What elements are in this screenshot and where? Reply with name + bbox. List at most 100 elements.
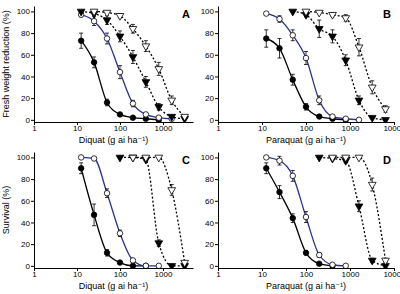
marker: [103, 10, 111, 17]
marker: [142, 44, 150, 51]
error-bar-cap: [264, 29, 268, 30]
y-tick-mark: [215, 222, 218, 223]
error-bar-cap: [278, 156, 282, 157]
error-bar-cap: [157, 103, 161, 104]
error-bar: [131, 100, 135, 107]
y-tick-label: 60: [21, 51, 30, 60]
marker: [264, 155, 270, 161]
x-tick-label: 10000: [383, 124, 400, 133]
y-tick-label: 0: [210, 262, 215, 271]
y-tick: 40: [205, 219, 218, 228]
series-line: [120, 157, 185, 265]
marker: [290, 77, 296, 83]
error-bar: [278, 186, 282, 199]
marker: [142, 80, 150, 87]
y-tick-label: 60: [21, 197, 30, 206]
y-tick-label: 100: [201, 153, 215, 162]
x-tick-label: 1: [32, 124, 37, 133]
marker: [168, 264, 176, 268]
y-tick: 60: [21, 197, 34, 206]
error-bar-cap: [344, 54, 348, 55]
error-bar-cap: [278, 165, 282, 166]
marker: [303, 214, 309, 220]
error-bar-cap: [105, 33, 109, 34]
marker: [104, 36, 110, 42]
marker: [104, 100, 110, 106]
error-bar: [92, 57, 96, 68]
series-line: [266, 39, 345, 120]
y-tick: 60: [21, 51, 34, 60]
marker: [129, 27, 137, 34]
error-bar: [79, 33, 83, 48]
marker: [142, 155, 150, 162]
marker: [116, 14, 124, 21]
error-bar-cap: [291, 29, 295, 30]
panel: 1101001000020406080100Diquat (g ai ha⁻¹)…: [1, 7, 194, 146]
y-tick-mark: [215, 266, 218, 267]
error-bar-cap: [304, 211, 308, 212]
y-axis-title: Fresh weight reduction (%): [1, 10, 11, 118]
error-bar-cap: [317, 95, 321, 96]
marker: [315, 27, 323, 34]
error-bar-cap: [304, 64, 308, 65]
marker: [168, 114, 176, 121]
marker: [316, 114, 322, 120]
y-tick-label: 80: [21, 175, 30, 184]
marker: [130, 101, 136, 107]
y-tick-mark: [215, 244, 218, 245]
y-tick-label: 100: [17, 153, 31, 162]
marker: [264, 36, 270, 42]
y-tick: 100: [201, 7, 218, 16]
marker: [117, 231, 123, 237]
y-tick: 0: [210, 116, 218, 125]
marker: [329, 12, 337, 19]
y-tick: 40: [21, 219, 34, 228]
y-tick: 80: [21, 29, 34, 38]
marker: [168, 188, 176, 195]
x-tick: 1: [216, 268, 221, 279]
y-tick: 20: [21, 94, 34, 103]
marker: [129, 155, 137, 162]
y-tick-mark: [215, 179, 218, 180]
error-bar-cap: [92, 56, 96, 57]
error-bar-cap: [170, 184, 174, 185]
error-bar-cap: [264, 47, 268, 48]
marker: [382, 107, 390, 114]
x-tick-label: 10000: [383, 270, 400, 279]
marker: [116, 34, 124, 41]
x-tick-label: 100: [114, 270, 128, 279]
marker: [343, 116, 349, 122]
marker: [117, 260, 123, 266]
marker: [342, 58, 350, 65]
x-tick-label: 1: [216, 270, 221, 279]
series-line: [133, 157, 185, 262]
x-tick: 10: [73, 268, 82, 279]
y-tick-label: 0: [26, 262, 31, 271]
x-axis: 110100100010000: [216, 268, 400, 279]
panel: 1101001000020406080100Diquat (g ai ha⁻¹)…: [1, 153, 194, 292]
y-tick-label: 60: [205, 197, 214, 206]
series-line: [332, 157, 385, 260]
panel-label: A: [182, 8, 190, 20]
error-bar-cap: [118, 65, 122, 66]
error-bar: [304, 251, 308, 255]
x-tick: 100: [300, 268, 314, 279]
series-line: [81, 15, 172, 119]
y-tick-mark: [31, 201, 34, 202]
marker: [143, 112, 149, 118]
panel-label: B: [383, 8, 391, 20]
marker: [277, 158, 283, 164]
marker: [316, 252, 322, 258]
marker: [302, 9, 310, 16]
x-tick: 10000: [383, 122, 400, 133]
error-bar: [278, 156, 282, 165]
marker: [290, 173, 296, 179]
error-bar-cap: [144, 76, 148, 77]
error-bar-cap: [118, 30, 122, 31]
series-line: [81, 41, 159, 120]
x-tick: 100: [114, 268, 128, 279]
marker: [368, 182, 376, 189]
y-tick: 100: [201, 153, 218, 162]
y-tick-mark: [215, 157, 218, 158]
x-axis: 1101001000: [32, 268, 193, 279]
